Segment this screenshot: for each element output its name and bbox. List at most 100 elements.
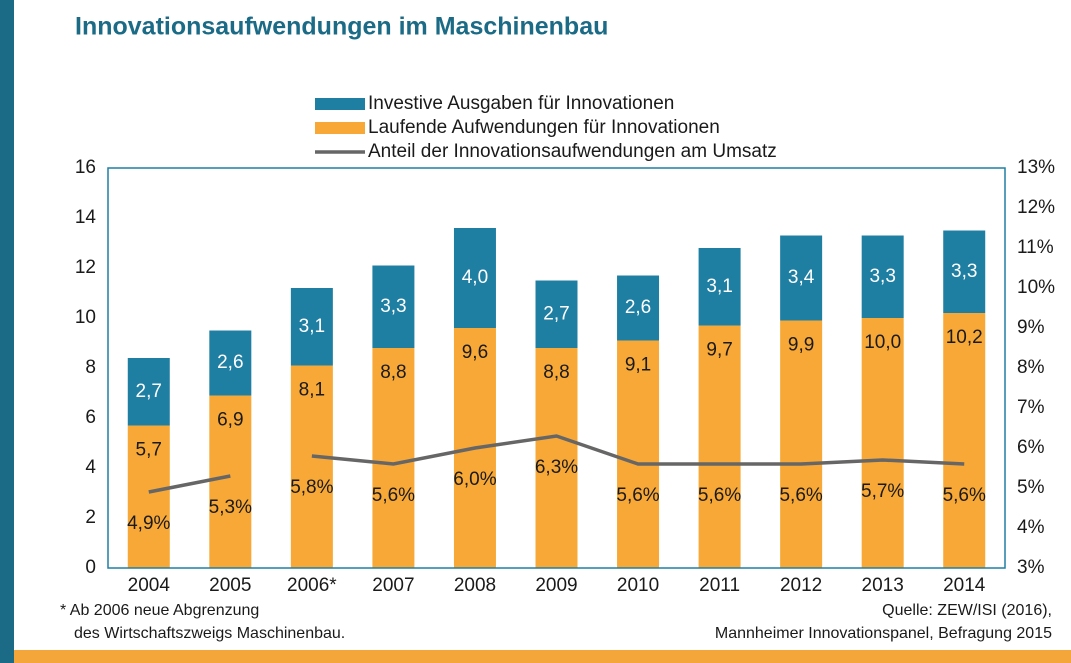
- bar-segment: [617, 340, 660, 568]
- bar-segment: [372, 348, 415, 568]
- footnote: des Wirtschaftszweigs Maschinenbau.: [74, 625, 345, 642]
- y-tick-label: 0: [85, 557, 96, 578]
- bar-segment: [535, 348, 578, 568]
- bar-segment: [209, 395, 252, 568]
- data-label: 9,1: [625, 355, 651, 376]
- x-tick-label: 2007: [372, 575, 414, 596]
- chart-title: Innovationsaufwendungen im Maschinenbau: [75, 13, 608, 41]
- bar-segment: [290, 288, 333, 366]
- data-label: 10,0: [864, 332, 901, 353]
- x-tick-label: 2004: [128, 575, 171, 596]
- data-label: 9,7: [706, 340, 732, 361]
- y-tick-label: 4: [85, 457, 96, 478]
- y2-tick-label: 7%: [1017, 397, 1045, 418]
- y2-tick-label: 13%: [1017, 157, 1055, 178]
- y2-tick-label: 6%: [1017, 437, 1045, 458]
- data-label: 6,9: [217, 410, 243, 431]
- data-label: 8,1: [299, 380, 325, 401]
- y-tick-label: 8: [85, 357, 96, 378]
- bar-segment: [617, 275, 660, 341]
- bar-segment: [943, 230, 986, 313]
- x-tick-label: 2012: [780, 575, 822, 596]
- line-label: 5,6%: [943, 485, 986, 506]
- bar-segment: [535, 280, 578, 348]
- line-label: 5,6%: [779, 485, 822, 506]
- x-tick-label: 2009: [535, 575, 577, 596]
- line-label: 6,3%: [535, 457, 578, 478]
- line-label: 5,6%: [616, 485, 659, 506]
- legend-swatch: [315, 98, 365, 110]
- footnote: * Ab 2006 neue Abgrenzung: [60, 602, 259, 619]
- y-tick-label: 2: [85, 507, 96, 528]
- bar-segment: [780, 320, 823, 568]
- line: [311, 434, 965, 466]
- data-label: 10,2: [946, 327, 983, 348]
- bar-segment: [290, 365, 333, 568]
- y2-tick-label: 4%: [1017, 517, 1045, 538]
- data-label: 3,4: [788, 267, 815, 288]
- source: Quelle: ZEW/ISI (2016),: [882, 602, 1052, 619]
- data-label: 3,3: [951, 261, 977, 282]
- data-label: 8,8: [543, 362, 569, 383]
- bar-segment: [209, 330, 252, 396]
- data-label: 2,6: [217, 352, 243, 373]
- y2-tick-label: 3%: [1017, 557, 1045, 578]
- bar-segment: [698, 248, 741, 326]
- bar-segment: [943, 313, 986, 568]
- x-tick-label: 2013: [862, 575, 904, 596]
- x-tick-label: 2005: [209, 575, 251, 596]
- y-tick-label: 14: [75, 207, 97, 228]
- bar-segment: [372, 265, 415, 348]
- x-tick-label: 2006*: [287, 575, 337, 596]
- y-tick-label: 12: [75, 257, 96, 278]
- side-bar: [0, 0, 14, 663]
- bar-segment: [127, 358, 170, 426]
- x-tick-label: 2014: [943, 575, 986, 596]
- bar-segment: [780, 235, 823, 321]
- bar-segment: [127, 425, 170, 568]
- line-label: 5,3%: [209, 497, 252, 518]
- data-label: 9,9: [788, 335, 814, 356]
- line-label: 5,6%: [698, 485, 741, 506]
- line-label: 5,6%: [372, 485, 415, 506]
- legend-swatch: [315, 122, 365, 134]
- line-label: 5,8%: [290, 477, 333, 498]
- data-label: 3,3: [869, 266, 895, 287]
- y2-tick-label: 12%: [1017, 197, 1055, 218]
- data-label: 2,7: [543, 303, 569, 324]
- legend-label: Laufende Aufwendungen für Innovationen: [368, 117, 720, 138]
- legend-label: Investive Ausgaben für Innovationen: [368, 93, 674, 114]
- data-label: 4,0: [462, 267, 488, 288]
- data-label: 8,8: [380, 362, 406, 383]
- data-label: 2,7: [136, 381, 162, 402]
- bar-segment: [861, 235, 904, 318]
- y2-tick-label: 5%: [1017, 477, 1045, 498]
- x-tick-label: 2008: [454, 575, 496, 596]
- line: [148, 474, 231, 494]
- y-tick-label: 16: [75, 157, 96, 178]
- line-label: 5,7%: [861, 481, 904, 502]
- data-label: 2,6: [625, 297, 651, 318]
- legend-label: Anteil der Innovationsaufwendungen am Um…: [368, 141, 777, 162]
- line-label: 6,0%: [453, 469, 496, 490]
- data-label: 5,7: [136, 440, 162, 461]
- bottom-bar: [14, 650, 1071, 663]
- data-label: 3,3: [380, 296, 406, 317]
- y2-tick-label: 11%: [1017, 237, 1054, 258]
- bar-segment: [453, 228, 496, 328]
- line-label: 4,9%: [127, 513, 170, 534]
- x-tick-label: 2011: [699, 575, 740, 596]
- y2-tick-label: 9%: [1017, 317, 1045, 338]
- plot-border: [107, 167, 1006, 569]
- data-label: 3,1: [299, 316, 325, 337]
- x-tick-label: 2010: [617, 575, 659, 596]
- data-label: 3,1: [706, 276, 732, 297]
- y-tick-label: 10: [75, 307, 96, 328]
- bar-segment: [698, 325, 741, 568]
- y2-tick-label: 8%: [1017, 357, 1045, 378]
- source: Mannheimer Innovationspanel, Befragung 2…: [715, 625, 1052, 642]
- y2-tick-label: 10%: [1017, 277, 1055, 298]
- data-label: 9,6: [462, 342, 488, 363]
- y-tick-label: 6: [85, 407, 96, 428]
